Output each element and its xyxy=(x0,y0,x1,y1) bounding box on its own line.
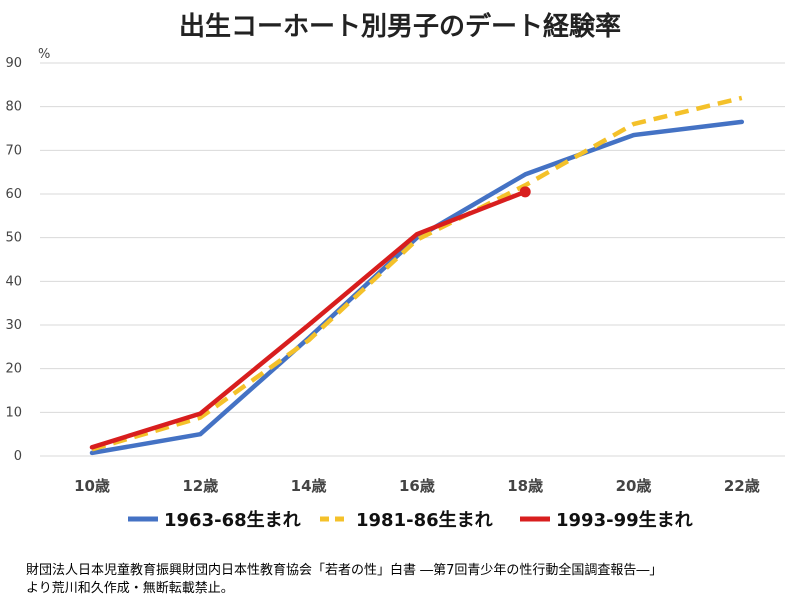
gridlines xyxy=(40,62,785,457)
source-note-line-2: より荒川和久作成・無断転載禁止。 xyxy=(26,581,234,596)
legend-label-1: 1963-68生まれ xyxy=(164,509,301,531)
source-note: 財団法人日本児童教育振興財団内日本性教育協会「若者の性」白書 ―第7回青少年の性… xyxy=(26,562,796,598)
y-tick-label: 20 xyxy=(5,362,22,377)
series-line-3 xyxy=(89,189,528,450)
series-lines xyxy=(89,95,745,456)
y-tick-label: 50 xyxy=(5,231,22,246)
chart-title: 出生コーホート別男子のデート経験率 xyxy=(178,12,621,42)
x-tick-label: 18歳 xyxy=(507,477,543,495)
x-tick-label: 12歳 xyxy=(182,477,218,495)
x-tick-label: 14歳 xyxy=(291,477,327,495)
source-note-line-1: 財団法人日本児童教育振興財団内日本性教育協会「若者の性」白書 ―第7回青少年の性… xyxy=(26,563,663,578)
legend-label-2: 1981-86生まれ xyxy=(356,509,493,531)
series-line-1 xyxy=(89,119,745,456)
y-tick-label: 70 xyxy=(5,143,22,158)
y-tick-label: 0 xyxy=(14,449,22,464)
y-tick-label: 90 xyxy=(5,56,22,71)
y-tick-label: 30 xyxy=(5,318,22,333)
y-tick-label: 40 xyxy=(5,274,22,289)
legend: 1963-68生まれ 1981-86生まれ 1993-99生まれ xyxy=(128,509,693,531)
x-tick-label: 16歳 xyxy=(399,477,435,495)
y-tick-label: 60 xyxy=(5,187,22,202)
axes: 0 10 20 30 40 50 60 70 80 90% 10歳 12歳 14歳 16歳 18歳 20歳 22… xyxy=(5,47,759,495)
legend-label-3: 1993-99生まれ xyxy=(556,509,693,531)
y-tick-label: 80 xyxy=(5,100,22,115)
y-unit-label: % xyxy=(38,47,50,62)
x-tick-label: 20歳 xyxy=(616,477,652,495)
y-tick-label: 10 xyxy=(5,405,22,420)
series-end-marker xyxy=(519,186,531,198)
x-tick-label: 10歳 xyxy=(74,477,110,495)
x-tick-label: 22歳 xyxy=(724,477,760,495)
